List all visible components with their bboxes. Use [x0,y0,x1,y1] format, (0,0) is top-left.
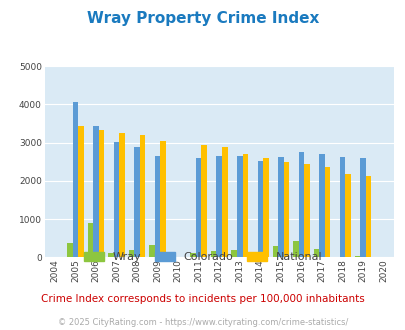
Bar [211,251,216,257]
Bar [149,245,154,257]
Bar [139,135,145,257]
Bar [313,249,318,257]
Bar [222,147,227,257]
Bar [277,157,283,257]
Bar [128,250,134,257]
Bar [324,167,329,257]
Bar [257,161,262,257]
Bar [98,130,104,257]
Bar [365,176,371,257]
Bar [201,145,207,257]
Legend: Wray, Colorado, National: Wray, Colorado, National [79,248,326,267]
Bar [354,256,359,257]
Bar [359,158,365,257]
Bar [283,162,288,257]
Text: Wray Property Crime Index: Wray Property Crime Index [87,11,318,26]
Bar [113,142,119,257]
Bar [134,147,139,257]
Text: © 2025 CityRating.com - https://www.cityrating.com/crime-statistics/: © 2025 CityRating.com - https://www.city… [58,318,347,327]
Bar [216,156,222,257]
Bar [72,102,78,257]
Bar [108,253,113,257]
Bar [231,250,237,257]
Bar [93,126,98,257]
Bar [303,164,309,257]
Bar [298,152,303,257]
Bar [154,156,160,257]
Bar [242,154,247,257]
Bar [318,154,324,257]
Bar [196,158,201,257]
Bar [262,158,268,257]
Bar [344,174,350,257]
Bar [339,157,344,257]
Bar [237,156,242,257]
Bar [160,141,166,257]
Bar [78,126,83,257]
Text: Crime Index corresponds to incidents per 100,000 inhabitants: Crime Index corresponds to incidents per… [41,294,364,304]
Bar [292,241,298,257]
Bar [119,133,125,257]
Bar [190,253,196,257]
Bar [87,223,93,257]
Bar [67,243,72,257]
Bar [272,246,277,257]
Bar [252,252,257,257]
